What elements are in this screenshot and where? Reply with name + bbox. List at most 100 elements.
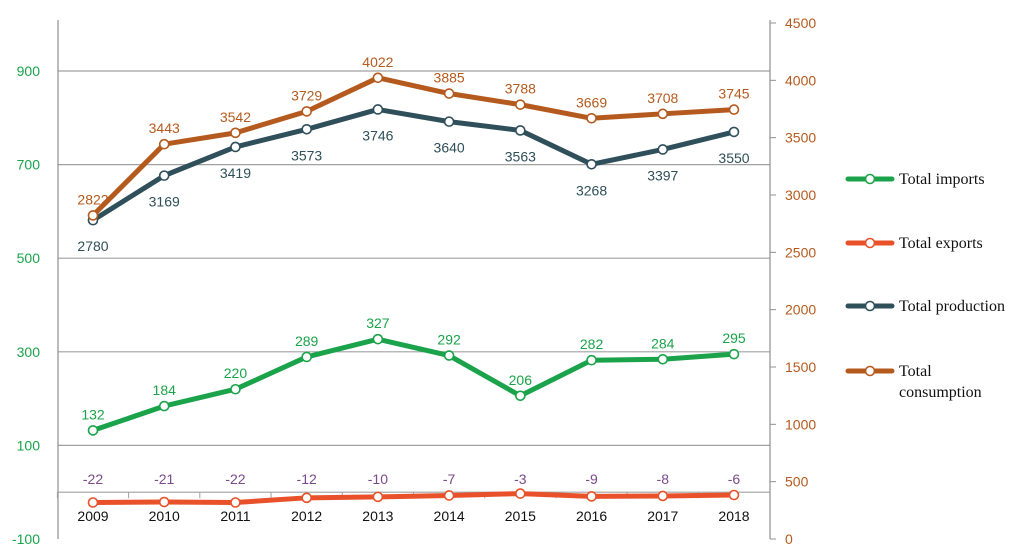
- data-label: 3268: [576, 182, 607, 198]
- data-label: 282: [580, 336, 604, 352]
- data-label: 3729: [291, 87, 322, 103]
- right-axis-tick-label: 0: [785, 531, 793, 547]
- x-axis-tick-label: 2013: [362, 508, 393, 524]
- data-label: 184: [153, 382, 177, 398]
- data-point: [657, 144, 669, 155]
- data-point: [443, 490, 455, 501]
- data-label: 4022: [362, 54, 393, 70]
- series-line: [90, 106, 737, 223]
- right-axis-tick-label: 3000: [785, 187, 816, 203]
- series-total-production: 2780 3169 3419 3573 3746 3640 3563 3268 3397 3550: [77, 104, 750, 254]
- left-axis-tick-label: 500: [17, 250, 41, 266]
- x-axis-tick-label: 2010: [149, 508, 180, 524]
- data-point: [230, 141, 241, 153]
- data-label: -10: [368, 471, 388, 487]
- data-label: 3542: [220, 109, 251, 125]
- legend-item: Total imports: [845, 171, 985, 188]
- data-label: -21: [154, 471, 174, 487]
- left-axis-tick-label: 300: [17, 344, 41, 360]
- data-point: [372, 72, 384, 84]
- data-label: 3169: [149, 194, 180, 210]
- data-label: 220: [224, 365, 248, 381]
- x-axis-tick-label: 2016: [576, 508, 607, 524]
- data-label: 2780: [77, 238, 108, 254]
- series-line: [90, 491, 737, 505]
- x-axis-tick-label: 2009: [77, 508, 108, 524]
- data-point: [728, 126, 740, 138]
- right-axis-tick-label: 3500: [785, 130, 816, 146]
- right-axis-tick-labels: 4500 4000 3500 3000 2500 2000 1500 1000 500 0: [785, 15, 816, 547]
- x-axis-tick-label: 2017: [647, 508, 678, 524]
- x-axis-tick-label: 2011: [220, 508, 250, 524]
- data-point: [657, 353, 669, 365]
- data-point: [230, 497, 241, 508]
- x-axis-tick-labels: 2009 2010 2011 2012 2013 2014 2015 2016 2017 2018: [56, 492, 750, 524]
- data-label: 292: [437, 332, 461, 348]
- data-label: 3885: [434, 70, 465, 86]
- left-axis-tick-label: 700: [17, 157, 41, 173]
- data-label: 3397: [647, 167, 678, 183]
- right-axis-tick-label: 1500: [785, 359, 816, 375]
- data-label: 3788: [505, 81, 536, 97]
- legend-item: Total exports: [845, 235, 983, 252]
- data-point: [586, 491, 597, 502]
- left-axis-tick-label: 900: [17, 63, 41, 79]
- data-point: [728, 348, 740, 360]
- data-label: -6: [728, 471, 741, 487]
- data-label: 3563: [505, 148, 536, 164]
- legend-label: Total imports: [899, 171, 985, 188]
- data-point: [657, 108, 669, 120]
- data-point: [230, 127, 241, 139]
- series-total-consumption: 2822 3443 3542 3729 4022 3885 3788 3669 3708 3745: [77, 54, 750, 221]
- data-label: 3640: [434, 140, 465, 156]
- data-label: 3745: [718, 86, 749, 102]
- data-point: [728, 489, 740, 501]
- data-point: [301, 492, 312, 504]
- data-label: 3669: [576, 94, 607, 110]
- right-axis-tick-label: 2000: [785, 302, 816, 318]
- data-label: 206: [509, 372, 533, 388]
- data-point: [301, 106, 312, 117]
- data-label: 132: [81, 406, 105, 422]
- series-line: [90, 75, 737, 218]
- data-point: [87, 497, 99, 508]
- data-point: [301, 351, 312, 363]
- data-label: 284: [651, 335, 675, 351]
- legend-marker: [864, 365, 876, 377]
- left-axis-tick-label: 100: [17, 437, 41, 453]
- data-point: [372, 104, 384, 115]
- data-point: [158, 496, 170, 508]
- data-label: -3: [514, 471, 527, 487]
- data-label: 3746: [362, 127, 393, 143]
- legend-marker: [864, 237, 876, 249]
- data-point: [657, 490, 669, 502]
- x-axis-tick-label: 2018: [718, 508, 749, 524]
- data-point: [158, 400, 170, 412]
- legend-marker: [864, 173, 876, 185]
- series-total-exports: -22 -21 -22 -12 -10 -7 -3 -9 -8 -6: [83, 471, 741, 508]
- data-label: 3550: [718, 150, 749, 166]
- data-label: 289: [295, 333, 319, 349]
- data-label: 3708: [647, 90, 678, 106]
- legend-label: Total: [899, 363, 932, 380]
- legend-label: Total exports: [899, 235, 983, 252]
- data-label: 3573: [291, 147, 322, 163]
- legend: Total imports Total exports Total producti…: [845, 171, 1005, 401]
- data-label: 3419: [220, 165, 251, 181]
- right-axis-tick-label: 1000: [785, 416, 816, 432]
- data-point: [230, 383, 241, 395]
- data-point: [515, 390, 526, 402]
- series-line: [90, 336, 737, 433]
- right-axis-tick-label: 4000: [785, 72, 816, 88]
- legend-item: Total consumption: [845, 363, 982, 401]
- data-label: 3443: [149, 120, 180, 136]
- x-axis-tick-label: 2012: [291, 508, 322, 524]
- data-point: [87, 210, 99, 221]
- left-axis-tick-labels: 900 700 500 300 100 -100: [12, 63, 40, 547]
- x-axis-tick-label: 2014: [434, 508, 465, 524]
- data-point: [301, 123, 312, 135]
- data-point: [372, 333, 384, 345]
- data-label: -7: [443, 471, 456, 487]
- data-label: 2822: [77, 191, 108, 207]
